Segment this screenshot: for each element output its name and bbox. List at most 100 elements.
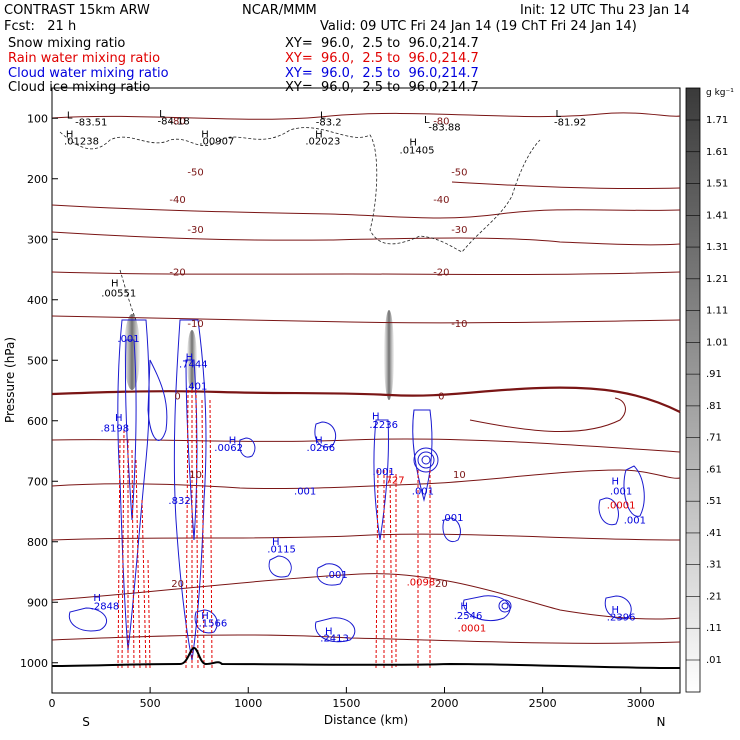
y-tick-label: 900 (27, 596, 48, 609)
contour-annotation: -84.18 (158, 116, 190, 127)
y-axis: 100 200 300 400 500 600 700 800 900 1000 (20, 112, 58, 670)
contour-annotation: .832 (168, 496, 190, 507)
temperature-contour-label: 10 (453, 470, 466, 481)
contour-annotation: .01405 (400, 145, 435, 156)
contour-annotation: .2546 (454, 611, 483, 622)
contour-annotation: .00907 (199, 136, 234, 147)
valid-time: Valid: 09 UTC Fri 24 Jan 14 (19 ChT Fri … (320, 19, 637, 34)
colorbar-label: 1.11 (706, 306, 728, 317)
contour-annotation: .401 (185, 381, 207, 392)
colorbar-label: 1.61 (706, 147, 728, 158)
init-time: Init: 12 UTC Thu 23 Jan 14 (520, 3, 690, 18)
contour-annotation: .001 (325, 570, 347, 581)
contour-annotation: .02023 (305, 136, 340, 147)
cw-bottom-3 (314, 617, 356, 643)
contour-annotation: H (315, 130, 323, 141)
isotherm-minus30 (51, 231, 681, 246)
rain-col-13 (375, 469, 379, 669)
contour-annotation: .001 (117, 334, 139, 345)
temperature-contour-label: 0 (174, 392, 180, 403)
shade-blob-3 (384, 310, 394, 400)
y-tick-label: 500 (27, 354, 48, 367)
colorbar-label: .71 (706, 433, 722, 444)
contour-annotation: H (229, 436, 237, 447)
temperature-contour-label: -20 (169, 268, 185, 279)
isotherm-0 (51, 386, 681, 413)
contour-annotation: L (424, 115, 430, 126)
ice-contour-main (59, 127, 541, 253)
x-tick-label: 1500 (332, 697, 360, 710)
cw-bottom-4 (463, 595, 511, 622)
cw-small-4 (316, 563, 344, 586)
rain-col-15 (389, 469, 393, 669)
cw-plume-1b (124, 339, 137, 521)
temperature-contour-label: -50 (187, 168, 203, 179)
contour-annotation: L (320, 110, 326, 121)
cw-right-1 (442, 517, 461, 542)
isotherm-minus20 (51, 271, 681, 275)
colorbar-label: .81 (706, 401, 722, 412)
temperature-contour-label: -10 (187, 319, 203, 330)
contour-annotation: L (556, 109, 562, 120)
contour-annotation: .001 (412, 487, 434, 498)
contour-annotation: .2236 (369, 420, 398, 431)
contour-annotation: H (201, 611, 209, 622)
colorbar-label: 1.21 (706, 274, 728, 285)
temperature-contour-label: 10 (189, 470, 202, 481)
temperature-contour-label: 0 (438, 392, 444, 403)
temperature-contours (51, 112, 681, 644)
temperature-contour-label: -40 (169, 195, 185, 206)
isotherm-minus50 (451, 181, 681, 190)
colorbar-unit: g kg⁻¹ (706, 88, 734, 98)
isotherm-10 (51, 469, 681, 490)
colorbar-label: .51 (706, 496, 722, 507)
temperature-contour-label: -80 (433, 116, 449, 127)
colorbar-label: .61 (706, 464, 722, 475)
cw-bottom-1 (68, 607, 107, 632)
isotherm-mid-2 (51, 533, 681, 541)
isotherm-minus40 (51, 204, 681, 219)
temperature-contour-label: -80 (169, 116, 185, 127)
contour-annotation: .001 (610, 487, 632, 498)
isotherm-mid-3 (51, 634, 681, 644)
field-snow-xy: XY= 96.0, 2.5 to 96.0,214.7 (285, 36, 479, 51)
contour-annotation: .2413 (320, 634, 349, 645)
x-tick-label: 2500 (529, 697, 557, 710)
contour-annotation: -83.2 (316, 118, 342, 129)
field-snow-name: Snow mixing ratio (8, 36, 126, 51)
cw-plume-2 (173, 319, 207, 661)
cw-ring-5 (413, 447, 439, 473)
y-tick-label: 1000 (20, 657, 48, 670)
contour-annotation: -83.51 (75, 118, 107, 129)
rain-col-4 (131, 449, 135, 669)
contour-annotation: H (272, 537, 280, 548)
rain-col-8 (185, 389, 189, 669)
contour-annotation: .7444 (179, 360, 208, 371)
contour-annotation: H (409, 137, 417, 148)
field-cloudwater-xy: XY= 96.0, 2.5 to 96.0,214.7 (285, 66, 479, 81)
isotherm-minus80 (51, 112, 681, 120)
x-tick-label: 0 (49, 697, 56, 710)
contour-annotation: .001 (373, 467, 395, 478)
cw-ring-1 (501, 602, 509, 610)
x-tick-label: 1000 (234, 697, 262, 710)
x-tick-label: 500 (140, 697, 161, 710)
cw-ring-2 (498, 599, 512, 613)
isotherm-10b (469, 397, 626, 432)
temperature-contour-label: -50 (451, 168, 467, 179)
contour-annotation: H (201, 130, 209, 141)
cloud-ice-contours (59, 127, 541, 321)
shading-layer (124, 310, 394, 400)
contour-annotation: H (66, 130, 74, 141)
rain-col-10 (195, 389, 199, 669)
y-tick-label: 700 (27, 475, 48, 488)
temperature-contour-label: -40 (433, 195, 449, 206)
contour-annotation: H (93, 593, 101, 604)
y-tick-label: 800 (27, 536, 48, 549)
x-axis-start-label: S (82, 715, 90, 729)
colorbar-label: .31 (706, 560, 722, 571)
rain-water-contours (117, 389, 431, 669)
contour-annotation: .727 (382, 476, 404, 487)
cw-plume-4 (412, 409, 433, 502)
